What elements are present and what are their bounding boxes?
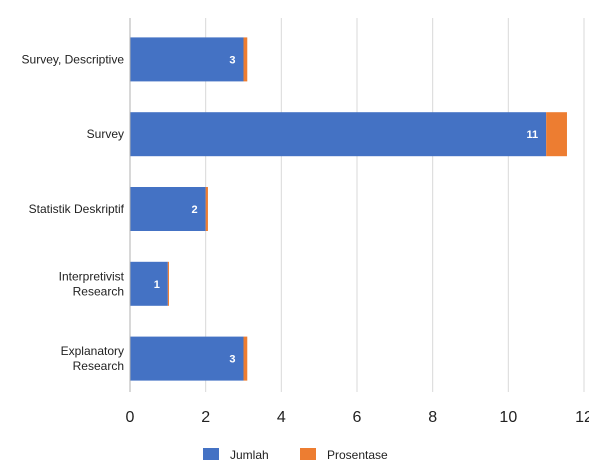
bar-prosentase — [546, 112, 567, 156]
category-label: Statistik Deskriptif — [29, 202, 125, 216]
x-tick-label: 8 — [428, 409, 437, 426]
category-labels: Survey, Descriptive Survey Statistik Deskr… — [22, 52, 125, 373]
x-tick-label: 2 — [201, 409, 210, 426]
bars: 3 11 2 1 3 — [130, 37, 567, 380]
category-label: Explanatory — [61, 344, 124, 358]
x-tick-label: 0 — [126, 409, 135, 426]
bar-jumlah — [130, 337, 244, 381]
category-label: Research — [73, 359, 124, 373]
bar-jumlah — [130, 262, 168, 306]
bar-jumlah — [130, 37, 244, 81]
gridlines — [206, 18, 584, 392]
bar-prosentase — [168, 262, 169, 306]
legend-swatch — [300, 448, 316, 460]
legend-label: Jumlah — [230, 448, 269, 462]
category-label: Research — [73, 284, 124, 298]
data-label: 3 — [229, 54, 235, 66]
data-label: 11 — [527, 129, 539, 141]
data-label: 1 — [154, 279, 160, 291]
legend-label: Prosentase — [327, 448, 388, 462]
x-tick-labels: 0 2 4 6 8 10 12 — [126, 409, 589, 426]
data-label: 2 — [192, 204, 198, 216]
x-tick-label: 10 — [499, 409, 517, 426]
data-label: 3 — [229, 354, 235, 366]
bar-prosentase — [244, 37, 248, 81]
category-label: Survey — [87, 127, 124, 141]
bar-prosentase — [206, 187, 208, 231]
x-tick-label: 12 — [575, 409, 589, 426]
x-tick-label: 6 — [353, 409, 362, 426]
x-tick-label: 4 — [277, 409, 286, 426]
bar-jumlah — [130, 112, 546, 156]
legend-swatch — [203, 448, 219, 460]
bar-prosentase — [244, 337, 248, 381]
category-label: Interpretivist — [59, 269, 125, 283]
category-label: Survey, Descriptive — [22, 52, 125, 66]
legend: Jumlah Prosentase — [203, 448, 388, 462]
